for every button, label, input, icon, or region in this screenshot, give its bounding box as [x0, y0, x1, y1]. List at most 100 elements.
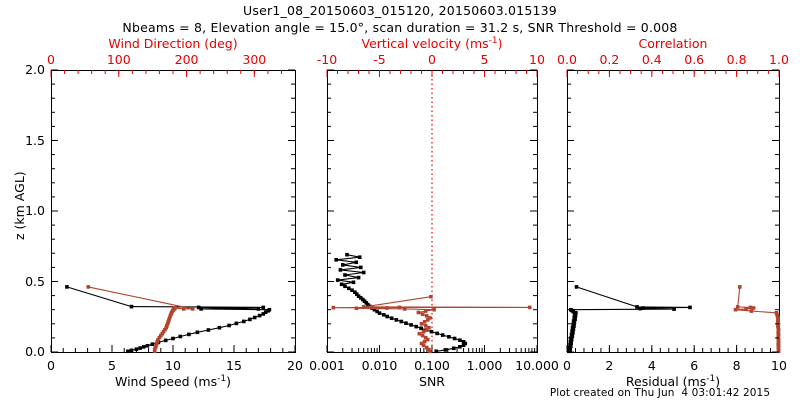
data-point — [423, 309, 428, 313]
data-point — [345, 252, 349, 257]
data-point — [416, 310, 421, 315]
data-point — [129, 348, 134, 353]
tick-label-bottom-0-3: 15 — [226, 358, 242, 373]
axis-title-bottom-1: SNR — [419, 374, 445, 389]
series-vertical-velocity — [331, 294, 532, 354]
series-line — [568, 286, 691, 352]
data-point — [353, 290, 357, 294]
figure-subtitle: Nbeams = 8, Elevation angle = 15.0°, sca… — [122, 20, 678, 35]
data-point — [688, 305, 692, 310]
data-point — [443, 348, 448, 352]
data-point — [167, 318, 171, 322]
plot-footer: Plot created on Thu Jun 4 03:01:42 2015 — [549, 387, 771, 399]
data-point — [385, 306, 389, 310]
data-point — [404, 321, 408, 325]
data-point — [357, 255, 362, 259]
data-point — [452, 346, 456, 351]
data-point — [452, 336, 457, 341]
data-point — [372, 307, 377, 312]
data-point — [195, 330, 200, 335]
data-point — [341, 263, 345, 267]
data-point — [635, 305, 639, 309]
data-point — [261, 312, 266, 316]
data-point — [458, 338, 462, 342]
data-point — [150, 342, 155, 346]
data-point — [335, 278, 340, 282]
tick-label-bottom-2-4: 8 — [732, 358, 741, 373]
data-point — [248, 317, 252, 322]
data-point — [196, 305, 201, 310]
tick-label-top-0-2: 200 — [174, 52, 199, 67]
data-point — [138, 346, 142, 350]
data-point — [423, 324, 428, 328]
tick-label-top-0-0: 0 — [47, 52, 55, 67]
tick-label-bottom-2-2: 4 — [647, 358, 656, 373]
data-point — [427, 325, 431, 330]
data-point — [435, 331, 439, 336]
data-point — [163, 338, 168, 343]
data-point — [154, 341, 159, 346]
tick-label-top-2-4: 0.8 — [726, 52, 747, 67]
series-correlation — [733, 285, 781, 354]
data-point — [361, 305, 366, 309]
data-point — [421, 343, 426, 348]
series-wind-direction — [86, 285, 195, 354]
data-point — [165, 324, 169, 328]
data-point — [252, 315, 257, 320]
data-point — [419, 322, 424, 326]
tick-label-top-0-3: 300 — [242, 52, 267, 67]
data-point — [354, 306, 359, 311]
data-point — [440, 333, 445, 337]
data-point — [355, 292, 359, 296]
tick-label-top-1-4: 10 — [529, 52, 545, 67]
data-point — [377, 311, 382, 315]
data-point — [350, 288, 354, 292]
data-point — [129, 304, 134, 309]
data-point — [206, 328, 211, 332]
data-point — [267, 307, 272, 312]
tick-label-y-0: 0.0 — [25, 344, 45, 359]
data-point — [424, 314, 429, 318]
data-point — [424, 327, 429, 332]
data-point — [343, 273, 347, 277]
data-point — [173, 306, 177, 310]
tick-label-bottom-0-1: 5 — [108, 358, 116, 373]
data-point — [428, 316, 432, 320]
tick-label-bottom-2-0: 0 — [563, 358, 571, 373]
data-point — [182, 307, 186, 311]
tick-label-bottom-2-1: 2 — [605, 358, 614, 373]
data-point — [152, 347, 157, 352]
tick-label-bottom-1-3: 1.000 — [466, 358, 503, 373]
data-point — [141, 345, 146, 349]
data-point — [178, 334, 183, 339]
data-point — [397, 305, 402, 310]
data-point — [420, 333, 425, 338]
data-point — [749, 309, 754, 313]
tick-label-y-1: 0.5 — [25, 273, 45, 289]
tick-label-top-1-2: 0 — [428, 52, 436, 67]
data-point — [399, 319, 404, 324]
data-point — [356, 275, 361, 280]
data-point — [161, 329, 166, 334]
data-point — [733, 307, 738, 312]
tick-label-bottom-0-0: 0 — [47, 358, 55, 373]
series-wind-speed — [65, 285, 272, 354]
data-point — [527, 305, 532, 310]
data-point — [354, 260, 358, 265]
data-point — [234, 321, 239, 326]
data-point — [256, 307, 261, 311]
data-point — [166, 320, 171, 324]
data-point — [735, 305, 740, 309]
data-point — [164, 325, 168, 330]
tick-label-bottom-1-2: 0.100 — [414, 358, 450, 373]
data-point — [356, 294, 361, 298]
data-point — [343, 284, 347, 289]
data-point — [361, 270, 366, 275]
data-point — [359, 296, 363, 300]
data-point — [359, 265, 363, 270]
data-point — [419, 341, 424, 346]
data-point — [347, 286, 351, 291]
tick-label-top-1-0: -10 — [316, 52, 338, 67]
tick-label-top-2-1: 0.2 — [599, 52, 620, 67]
